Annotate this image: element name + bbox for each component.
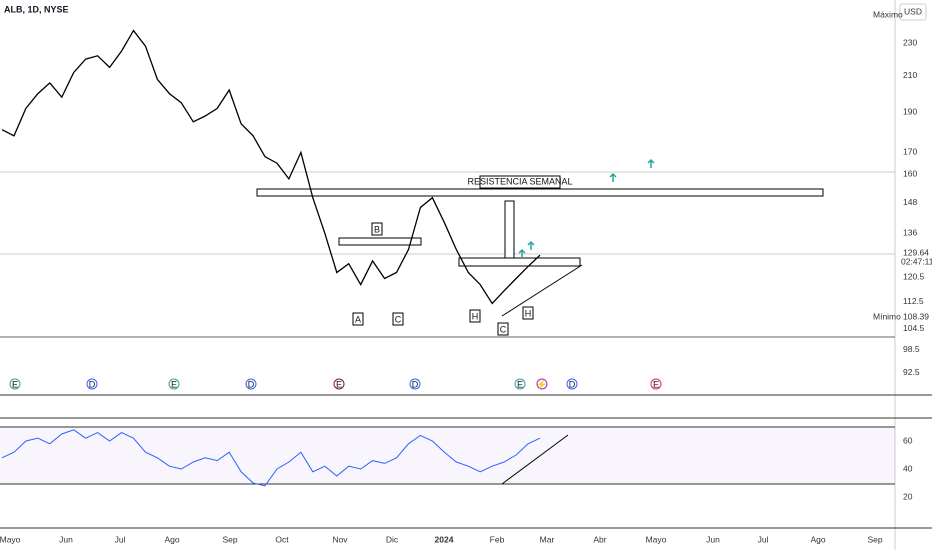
- time-label: Jun: [706, 534, 720, 544]
- rsi-tick: 20: [903, 491, 913, 501]
- event-label: E: [653, 379, 659, 389]
- price-tick: 210: [903, 70, 917, 80]
- time-label: Nov: [332, 534, 348, 544]
- time-label: Jun: [59, 534, 73, 544]
- time-label: Sep: [222, 534, 237, 544]
- event-icon: [333, 378, 345, 390]
- min-value: 108.39: [903, 311, 929, 321]
- time-label: Mar: [540, 534, 555, 544]
- point-label: H: [525, 308, 532, 318]
- rsi-line: [1, 429, 541, 487]
- point-label: C: [500, 324, 507, 334]
- event-label: ⚡: [536, 378, 547, 390]
- event-label: D: [89, 379, 96, 389]
- point-box: [522, 306, 534, 320]
- price-tick: 230: [903, 37, 917, 47]
- time-label: Sep: [867, 534, 882, 544]
- time-label: Mayo: [646, 534, 667, 544]
- event-label: D: [569, 379, 576, 389]
- currency[interactable]: USD: [904, 6, 922, 16]
- price-line: [1, 29, 541, 305]
- price-tick: 190: [903, 106, 917, 116]
- price-tick: 148: [903, 197, 917, 207]
- point-box: [497, 322, 509, 336]
- event-icon: [86, 378, 98, 390]
- time-label: Abr: [593, 534, 606, 544]
- time-label: 2024: [435, 534, 454, 544]
- event-icon: [409, 378, 421, 390]
- countdown: 02:47:11: [901, 256, 932, 266]
- event-label: E: [336, 379, 342, 389]
- max-label: Máximo: [873, 9, 903, 19]
- price-tick: 98.5: [903, 344, 920, 354]
- event-icon: [650, 378, 662, 390]
- point-box: [352, 312, 364, 326]
- event-label: E: [12, 379, 18, 389]
- min-label: Mínimo: [873, 311, 901, 321]
- event-label: D: [248, 379, 255, 389]
- time-label: Ago: [164, 534, 179, 544]
- event-icon: [9, 378, 21, 390]
- point-box: [392, 312, 404, 326]
- point-label: H: [472, 311, 479, 321]
- time-label: Oct: [275, 534, 289, 544]
- resistance-label: RESISTENCIA SEMANAL: [467, 176, 572, 186]
- rsi-tick: 60: [903, 435, 913, 445]
- event-label: E: [517, 379, 523, 389]
- point-label: B: [374, 224, 380, 234]
- time-label: Ago: [810, 534, 825, 544]
- event-icon: [514, 378, 526, 390]
- event-icon: [536, 378, 548, 390]
- event-label: D: [412, 379, 419, 389]
- price-tick: 160: [903, 169, 917, 179]
- rsi-tick: 40: [903, 463, 913, 473]
- event-icon: [168, 378, 180, 390]
- price-tick: 112.5: [903, 296, 924, 306]
- time-label: Jul: [758, 534, 769, 544]
- price-tick: 136: [903, 227, 917, 237]
- event-icon: [566, 378, 578, 390]
- event-label: E: [171, 379, 177, 389]
- time-label: Mayo: [0, 534, 21, 544]
- time-label: Feb: [490, 534, 505, 544]
- price-tick: 120.5: [903, 271, 925, 281]
- point-label: A: [355, 314, 361, 324]
- event-icon: [245, 378, 257, 390]
- point-box: [469, 309, 481, 323]
- currency-box[interactable]: [899, 3, 927, 21]
- point-box: [371, 222, 383, 236]
- symbol: ALB, 1D, NYSE: [4, 4, 69, 14]
- point-label: C: [395, 314, 402, 324]
- time-label: Jul: [115, 534, 126, 544]
- time-label: Dic: [386, 534, 399, 544]
- price-tick: 104.5: [903, 323, 925, 333]
- price-tick: 92.5: [903, 367, 920, 377]
- last-box: [897, 248, 932, 268]
- price-tick: 170: [903, 147, 917, 157]
- last-value: 129.64: [903, 247, 929, 257]
